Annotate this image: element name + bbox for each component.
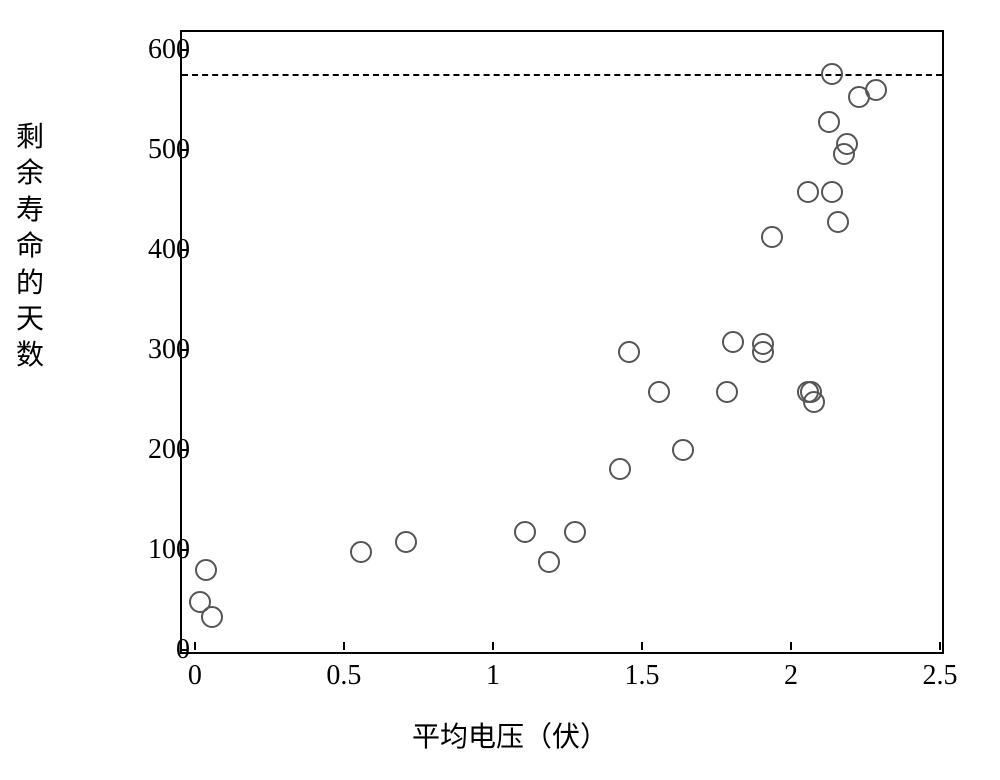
data-point bbox=[821, 63, 843, 85]
y-tick-label: 300 bbox=[130, 334, 190, 366]
data-point bbox=[350, 541, 372, 563]
data-point bbox=[752, 341, 774, 363]
x-tick-label: 0 bbox=[165, 660, 225, 692]
data-point bbox=[797, 181, 819, 203]
data-point bbox=[761, 226, 783, 248]
data-point bbox=[722, 331, 744, 353]
data-point bbox=[648, 381, 670, 403]
x-tick-label: 0.5 bbox=[314, 660, 374, 692]
data-point bbox=[836, 133, 858, 155]
x-tick-label: 2 bbox=[761, 660, 821, 692]
plot-area bbox=[180, 30, 944, 654]
data-point bbox=[618, 341, 640, 363]
data-point bbox=[672, 439, 694, 461]
data-point bbox=[865, 79, 887, 101]
x-tick bbox=[492, 642, 494, 650]
y-tick-label: 400 bbox=[130, 234, 190, 266]
data-point bbox=[803, 391, 825, 413]
data-point bbox=[514, 521, 536, 543]
y-tick-label: 500 bbox=[130, 134, 190, 166]
x-tick bbox=[641, 642, 643, 650]
x-tick bbox=[790, 642, 792, 650]
data-point bbox=[395, 531, 417, 553]
y-tick-label: 200 bbox=[130, 434, 190, 466]
x-tick bbox=[939, 642, 941, 650]
data-point bbox=[195, 559, 217, 581]
x-tick bbox=[194, 642, 196, 650]
data-point bbox=[201, 606, 223, 628]
x-tick-label: 2.5 bbox=[910, 660, 970, 692]
data-point bbox=[609, 458, 631, 480]
data-point bbox=[564, 521, 586, 543]
x-tick bbox=[343, 642, 345, 650]
scatter-chart: 剩余寿命的天数 平均电压（伏） 010020030040050060000.51… bbox=[60, 20, 960, 740]
x-tick-label: 1 bbox=[463, 660, 523, 692]
data-point bbox=[821, 181, 843, 203]
y-axis-label: 剩余寿命的天数 bbox=[10, 120, 50, 375]
x-tick-label: 1.5 bbox=[612, 660, 672, 692]
data-point bbox=[827, 211, 849, 233]
y-tick-label: 100 bbox=[130, 534, 190, 566]
data-point bbox=[538, 551, 560, 573]
x-axis-label: 平均电压（伏） bbox=[60, 715, 960, 755]
y-tick-label: 600 bbox=[130, 34, 190, 66]
data-point bbox=[716, 381, 738, 403]
data-point bbox=[818, 111, 840, 133]
